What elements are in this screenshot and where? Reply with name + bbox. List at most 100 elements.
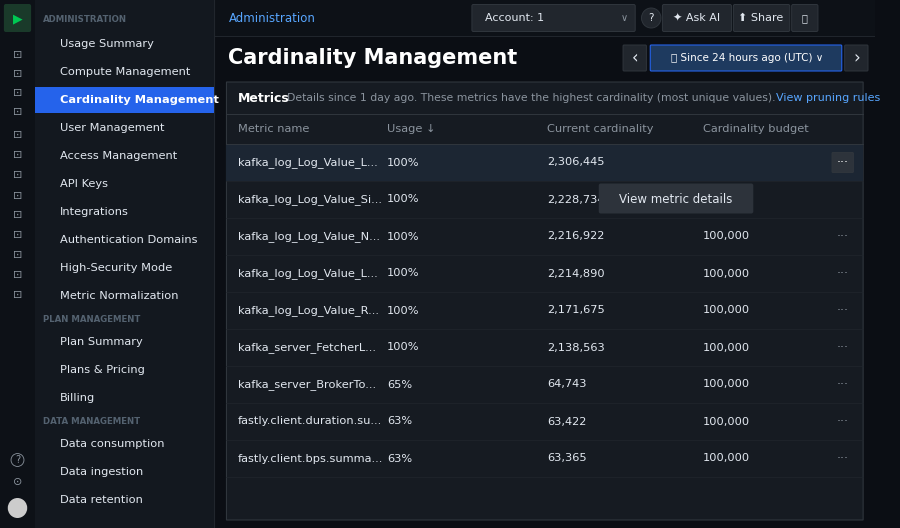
Text: 2,228,734: 2,228,734 <box>547 194 605 204</box>
Text: 100,000: 100,000 <box>703 380 750 390</box>
FancyBboxPatch shape <box>845 45 868 71</box>
Text: Integrations: Integrations <box>60 207 129 217</box>
Text: 65%: 65% <box>387 380 412 390</box>
Text: ⊡: ⊡ <box>13 230 22 240</box>
Text: Details since 1 day ago. These metrics have the highest cardinality (most unique: Details since 1 day ago. These metrics h… <box>287 93 775 103</box>
Text: ···: ··· <box>837 156 849 169</box>
Text: ⊡: ⊡ <box>13 290 22 300</box>
Text: 100,000: 100,000 <box>703 306 750 316</box>
Text: 2,306,445: 2,306,445 <box>547 157 605 167</box>
Text: 2,138,563: 2,138,563 <box>547 343 605 353</box>
Text: 100%: 100% <box>387 269 419 278</box>
Text: ∨: ∨ <box>620 13 627 23</box>
Circle shape <box>8 498 27 518</box>
Text: High-Security Mode: High-Security Mode <box>60 263 173 273</box>
Text: Usage Summary: Usage Summary <box>60 39 154 49</box>
Text: ›: › <box>853 49 859 67</box>
Text: Metrics: Metrics <box>238 91 290 105</box>
Text: Current cardinality: Current cardinality <box>547 124 653 134</box>
FancyBboxPatch shape <box>598 184 753 213</box>
Text: ⊡: ⊡ <box>13 250 22 260</box>
Text: kafka_log_Log_Value_L...: kafka_log_Log_Value_L... <box>238 268 378 279</box>
Bar <box>35 0 214 528</box>
Text: 100%: 100% <box>387 194 419 204</box>
Bar <box>227 144 863 181</box>
Text: Metric Normalization: Metric Normalization <box>60 291 179 301</box>
Text: Access Management: Access Management <box>60 151 177 161</box>
Text: PLAN MANAGEMENT: PLAN MANAGEMENT <box>43 315 140 324</box>
Bar <box>215 0 875 36</box>
Text: Plan Summary: Plan Summary <box>60 337 143 347</box>
Text: Account: 1: Account: 1 <box>485 13 544 23</box>
Text: View pruning rules: View pruning rules <box>776 93 880 103</box>
Text: fastly.client.bps.summa...: fastly.client.bps.summa... <box>238 454 383 464</box>
Text: ···: ··· <box>837 341 849 354</box>
Text: Usage ↓: Usage ↓ <box>387 124 436 134</box>
Text: Plans & Pricing: Plans & Pricing <box>60 365 145 375</box>
Bar <box>35 87 214 113</box>
Text: Billing: Billing <box>60 393 95 403</box>
Text: 63,365: 63,365 <box>547 454 587 464</box>
Text: ···: ··· <box>837 230 849 243</box>
Text: 100,000: 100,000 <box>703 269 750 278</box>
Bar <box>0 0 35 528</box>
Text: Authentication Domains: Authentication Domains <box>60 235 198 245</box>
Text: Cardinality budget: Cardinality budget <box>703 124 808 134</box>
Text: 100%: 100% <box>387 231 419 241</box>
Text: ⬆ Share: ⬆ Share <box>739 13 784 23</box>
Text: ?: ? <box>15 455 20 465</box>
Text: kafka_server_FetcherL...: kafka_server_FetcherL... <box>238 342 376 353</box>
Text: ⊡: ⊡ <box>13 130 22 140</box>
Text: ···: ··· <box>837 415 849 428</box>
Text: ?: ? <box>649 13 654 23</box>
Text: Administration: Administration <box>229 12 315 24</box>
Text: 63%: 63% <box>387 454 412 464</box>
Text: DATA MANAGEMENT: DATA MANAGEMENT <box>43 417 140 426</box>
Text: 100,000: 100,000 <box>703 231 750 241</box>
Text: ADMINISTRATION: ADMINISTRATION <box>43 15 127 24</box>
Text: kafka_log_Log_Value_N...: kafka_log_Log_Value_N... <box>238 231 380 242</box>
Text: Metric name: Metric name <box>238 124 310 134</box>
Text: ⊡: ⊡ <box>13 270 22 280</box>
Text: 100%: 100% <box>387 343 419 353</box>
Text: kafka_log_Log_Value_L...: kafka_log_Log_Value_L... <box>238 157 378 168</box>
FancyBboxPatch shape <box>734 5 790 32</box>
FancyBboxPatch shape <box>792 5 818 32</box>
Text: Cardinality Management: Cardinality Management <box>60 95 219 105</box>
Text: Compute Management: Compute Management <box>60 67 191 77</box>
Text: ⊡: ⊡ <box>13 50 22 60</box>
Text: ⊡: ⊡ <box>13 107 22 117</box>
FancyBboxPatch shape <box>651 45 842 71</box>
Text: ⊡: ⊡ <box>13 150 22 160</box>
FancyBboxPatch shape <box>832 153 853 173</box>
Text: fastly.client.duration.su...: fastly.client.duration.su... <box>238 417 382 427</box>
Text: 100%: 100% <box>387 157 419 167</box>
Text: Data ingestion: Data ingestion <box>60 467 143 477</box>
FancyBboxPatch shape <box>4 4 32 32</box>
FancyBboxPatch shape <box>623 45 646 71</box>
Text: 2,214,890: 2,214,890 <box>547 269 605 278</box>
Text: 63%: 63% <box>387 417 412 427</box>
FancyBboxPatch shape <box>227 82 863 520</box>
Text: 100,000: 100,000 <box>703 343 750 353</box>
Text: Cardinality Management: Cardinality Management <box>229 48 518 68</box>
Text: ⊙: ⊙ <box>13 477 22 487</box>
Text: kafka_log_Log_Value_Si...: kafka_log_Log_Value_Si... <box>238 194 382 205</box>
Text: ▶: ▶ <box>13 13 22 25</box>
Text: ···: ··· <box>837 304 849 317</box>
Text: 100%: 100% <box>387 306 419 316</box>
Text: kafka_server_BrokerTo...: kafka_server_BrokerTo... <box>238 379 376 390</box>
Text: ‹: ‹ <box>632 49 638 67</box>
Text: 2,171,675: 2,171,675 <box>547 306 605 316</box>
Text: ⊡: ⊡ <box>13 69 22 79</box>
Text: ⊡: ⊡ <box>13 210 22 220</box>
Text: ⊡: ⊡ <box>13 170 22 180</box>
Text: 64,743: 64,743 <box>547 380 587 390</box>
Text: 2,216,922: 2,216,922 <box>547 231 605 241</box>
Text: ···: ··· <box>837 267 849 280</box>
Text: 63,422: 63,422 <box>547 417 587 427</box>
Text: ···: ··· <box>837 452 849 465</box>
Text: ⊡: ⊡ <box>13 191 22 201</box>
Circle shape <box>642 8 661 28</box>
Text: kafka_log_Log_Value_R...: kafka_log_Log_Value_R... <box>238 305 379 316</box>
